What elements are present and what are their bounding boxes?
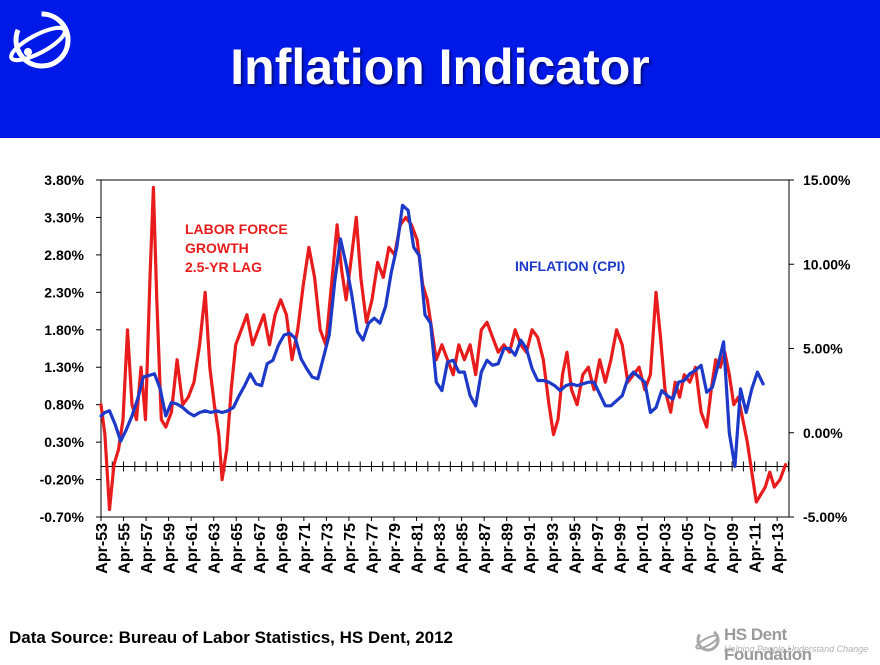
plot-area — [100, 179, 790, 518]
right-axis: 15.00% 10.00% 5.00% 0.00% -5.00% — [789, 172, 851, 525]
right-tick-label: 10.00% — [803, 256, 851, 272]
left-tick-label: 1.80% — [44, 322, 84, 338]
x-tick-label: Apr-89 — [500, 523, 517, 574]
brand-tagline: Helping People Understand Change — [724, 644, 869, 654]
x-tick-label: Apr-01 — [635, 523, 652, 574]
x-tick-label: Apr-75 — [342, 523, 359, 574]
left-tick-label: 0.30% — [44, 434, 84, 450]
x-tick-label: Apr-03 — [657, 523, 674, 574]
x-tick-label: Apr-81 — [410, 523, 427, 574]
x-tick-label: Apr-73 — [319, 523, 336, 574]
right-tick-label: -5.00% — [803, 509, 848, 525]
x-tick-label: Apr-71 — [297, 523, 314, 574]
header-banner: Inflation Indicator — [0, 0, 880, 138]
hs-dent-globe-logo-icon — [9, 11, 71, 69]
left-axis: 3.80% 3.30% 2.80% 2.30% 1.80% 1.30% 0.80% 0.30%… — [40, 172, 101, 525]
data-source-note: Data Source: Bureau of Labor Statistics,… — [9, 628, 454, 647]
x-tick-label: Apr-85 — [455, 523, 472, 574]
x-tick-label: Apr-59 — [162, 523, 179, 574]
x-tick-label: Apr-55 — [117, 523, 134, 574]
x-tick-label: Apr-53 — [94, 523, 111, 574]
x-tick-label: Apr-61 — [184, 523, 201, 574]
left-tick-label: 2.80% — [44, 247, 84, 263]
x-tick-label: Apr-65 — [229, 523, 246, 574]
x-tick-label: Apr-63 — [207, 523, 224, 574]
x-tick-label: Apr-77 — [364, 523, 381, 574]
zero-baseline — [100, 461, 789, 472]
x-tick-label: Apr-95 — [567, 523, 584, 574]
x-tick-label: Apr-13 — [770, 523, 787, 574]
x-tick-label: Apr-05 — [680, 523, 697, 574]
left-tick-label: -0.70% — [40, 509, 85, 525]
x-tick-label: Apr-09 — [725, 523, 742, 574]
left-tick-label: 1.30% — [44, 359, 84, 375]
series-layer — [99, 185, 788, 512]
left-tick-label: -0.20% — [40, 472, 85, 488]
x-tick-label: Apr-91 — [522, 523, 539, 574]
left-tick-label: 0.80% — [44, 397, 84, 413]
labor-force-series-line — [99, 185, 788, 512]
x-tick-label: Apr-79 — [387, 523, 404, 574]
brand-logo: HS Dent Foundation Helping People Unders… — [694, 624, 874, 664]
x-tick-label: Apr-11 — [748, 523, 765, 573]
left-tick-label: 3.30% — [44, 209, 84, 225]
x-tick-label: Apr-93 — [545, 523, 562, 574]
x-tick-label: Apr-07 — [703, 523, 720, 574]
page-title: Inflation Indicator — [230, 39, 650, 95]
x-tick-label: Apr-67 — [252, 523, 269, 574]
x-axis: Apr-53 Apr-55 Apr-57 Apr-59 Apr-61 Apr-63 Apr-… — [94, 517, 787, 574]
right-tick-label: 5.00% — [803, 341, 843, 357]
x-tick-label: Apr-83 — [432, 523, 449, 574]
left-tick-label: 3.80% — [44, 172, 84, 188]
brand-globe-icon — [695, 628, 720, 652]
x-tick-label: Apr-87 — [477, 523, 494, 574]
inflation-chart: 3.80% 3.30% 2.80% 2.30% 1.80% 1.30% 0.80% 0.30%… — [40, 172, 851, 574]
x-tick-label: Apr-69 — [274, 523, 291, 574]
x-tick-label: Apr-97 — [590, 523, 607, 574]
labor-annotation-line-2: GROWTH — [185, 240, 249, 256]
x-tick-label: Apr-99 — [612, 523, 629, 574]
labor-annotation-line-1: LABOR FORCE — [185, 221, 288, 237]
cpi-annotation: INFLATION (CPI) — [515, 258, 625, 274]
brand-name: HS Dent Foundation — [724, 625, 812, 664]
labor-annotation-line-3: 2.5-YR LAG — [185, 259, 262, 275]
right-tick-label: 0.00% — [803, 425, 843, 441]
left-tick-label: 2.30% — [44, 284, 84, 300]
x-tick-label: Apr-57 — [139, 523, 156, 574]
cpi-series-line — [99, 203, 765, 468]
right-tick-label: 15.00% — [803, 172, 851, 188]
